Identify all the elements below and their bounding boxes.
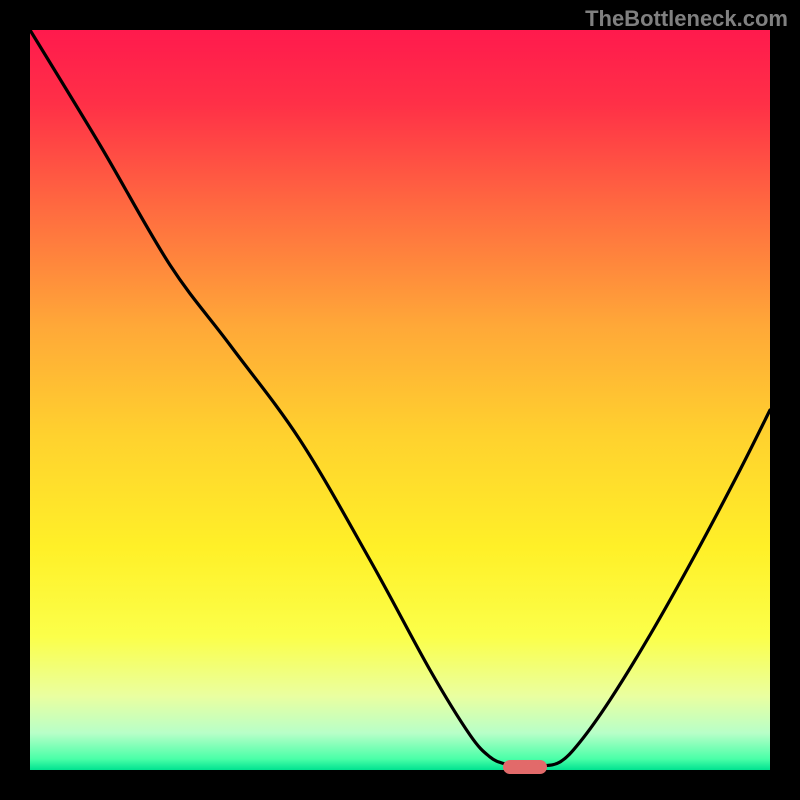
chart-container: TheBottleneck.com [0,0,800,800]
bottleneck-chart [0,0,800,800]
plot-background [30,30,770,770]
watermark-text: TheBottleneck.com [585,6,788,32]
optimal-marker [503,760,547,774]
